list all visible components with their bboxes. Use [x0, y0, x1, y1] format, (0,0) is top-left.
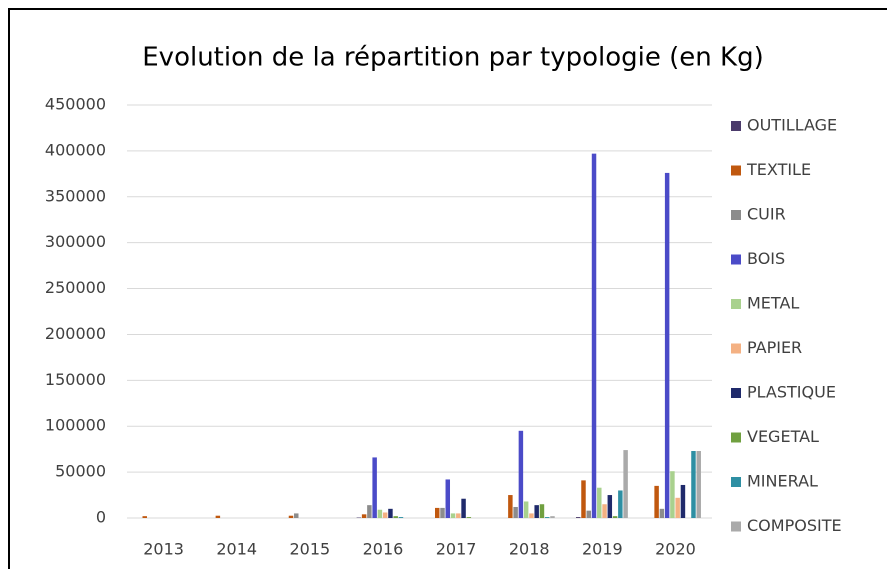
- bar: [691, 451, 696, 518]
- bar: [388, 508, 393, 518]
- bar: [534, 505, 539, 518]
- y-tick-label: 350000: [45, 186, 106, 205]
- bar: [372, 457, 377, 518]
- x-tick-label: 2018: [509, 540, 550, 559]
- legend-swatch: [731, 343, 741, 354]
- bar: [591, 153, 597, 519]
- bar: [142, 516, 147, 518]
- legend-label: COMPOSITE: [747, 516, 842, 535]
- bar: [456, 513, 461, 518]
- x-tick-label: 2015: [289, 540, 330, 559]
- bar: [696, 451, 701, 518]
- bar: [654, 485, 659, 518]
- bar: [215, 515, 221, 518]
- bar: [539, 504, 545, 518]
- legend-label: METAL: [747, 294, 799, 313]
- legend-label: PLASTIQUE: [747, 383, 836, 402]
- bar: [602, 504, 607, 518]
- bar: [623, 450, 628, 518]
- bar: [612, 516, 618, 518]
- bar: [377, 509, 383, 518]
- bar: [581, 480, 586, 518]
- bar: [440, 507, 445, 518]
- x-tick-label: 2019: [582, 540, 623, 559]
- bar: [367, 505, 372, 518]
- bar: [680, 484, 686, 518]
- legend-swatch: [731, 299, 741, 309]
- legend-label: OUTILLAGE: [747, 116, 837, 135]
- bar: [529, 513, 534, 518]
- x-tick-label: 2017: [436, 540, 477, 559]
- legend-label: MINERAL: [747, 472, 818, 491]
- y-tick-label: 250000: [45, 278, 106, 297]
- legend-swatch: [731, 388, 741, 398]
- legend-swatch: [731, 521, 741, 532]
- bar: [466, 517, 472, 518]
- legend-swatch: [731, 210, 741, 220]
- y-tick-label: 50000: [55, 462, 106, 481]
- bar: [586, 510, 591, 518]
- chart-title: Evolution de la répartition par typologi…: [142, 43, 764, 73]
- legend-swatch: [731, 165, 741, 176]
- y-tick-label: 200000: [45, 324, 106, 343]
- legend-swatch: [731, 121, 741, 131]
- y-tick-label: 450000: [45, 95, 106, 114]
- bar: [361, 514, 367, 518]
- bar: [294, 513, 299, 518]
- bar: [508, 495, 513, 518]
- legend-label: CUIR: [747, 205, 786, 224]
- legend-label: BOIS: [747, 249, 785, 268]
- bar: [393, 516, 398, 518]
- legend-swatch: [731, 254, 741, 265]
- x-tick-label: 2014: [216, 540, 257, 559]
- bar: [575, 517, 581, 518]
- bar: [523, 501, 529, 518]
- bar: [461, 498, 466, 518]
- bar: [450, 513, 456, 518]
- bar: [513, 506, 518, 518]
- bar: [675, 497, 680, 518]
- bar: [435, 507, 440, 518]
- bar: [398, 517, 404, 518]
- bar: [382, 512, 388, 518]
- bar: [288, 515, 294, 518]
- bar: [518, 430, 524, 518]
- y-tick-label: 400000: [45, 140, 106, 159]
- bar: [597, 487, 602, 518]
- bar: [550, 516, 555, 518]
- legend-swatch: [731, 477, 741, 487]
- bar: [607, 495, 613, 518]
- x-tick-label: 2020: [655, 540, 696, 559]
- bar: [544, 517, 550, 518]
- bar: [659, 508, 665, 518]
- x-tick-label: 2016: [363, 540, 404, 559]
- legend-label: PAPIER: [747, 338, 802, 357]
- y-tick-label: 100000: [45, 416, 106, 435]
- y-tick-label: 150000: [45, 370, 106, 389]
- y-tick-label: 300000: [45, 232, 106, 251]
- y-tick-label: 0: [96, 508, 106, 527]
- bar: [670, 471, 675, 518]
- bar: [664, 172, 670, 518]
- legend-label: VEGETAL: [747, 427, 819, 446]
- bar: [618, 490, 623, 518]
- x-tick-label: 2013: [143, 540, 184, 559]
- bar: [445, 479, 451, 518]
- legend-label: TEXTILE: [746, 160, 811, 179]
- legend-swatch: [731, 432, 741, 443]
